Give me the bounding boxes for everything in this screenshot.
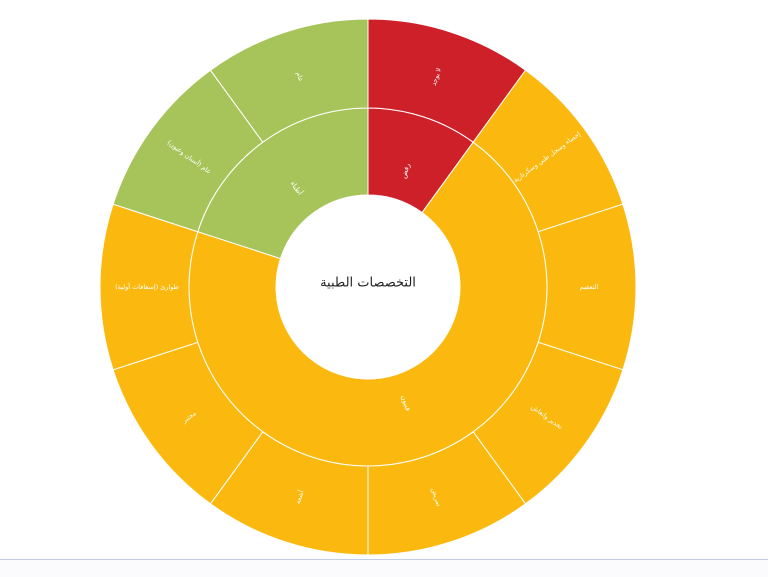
page-bottom-divider [0, 559, 768, 560]
segment-emergency-first-aid[interactable] [99, 203, 199, 371]
segment-sterilization[interactable] [537, 203, 637, 371]
page-bottom-strip [0, 560, 768, 577]
center-hole [276, 195, 460, 379]
segment-general[interactable] [209, 18, 369, 143]
